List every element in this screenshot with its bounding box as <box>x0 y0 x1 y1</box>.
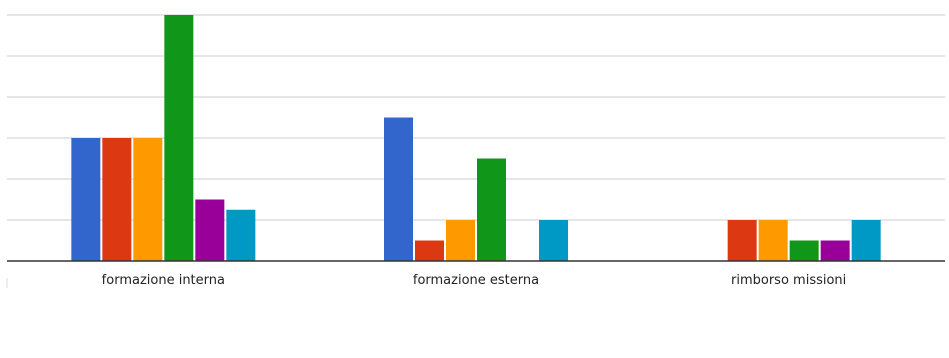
bar <box>446 220 475 261</box>
bar <box>226 209 256 261</box>
x-tick-label: rimborso missioni <box>731 273 846 288</box>
bar <box>727 220 757 261</box>
bar <box>477 158 506 261</box>
bar <box>851 220 881 261</box>
gridlines <box>7 14 945 221</box>
x-tick-label: formazione esterna <box>413 273 539 288</box>
bar <box>133 138 163 261</box>
bar <box>789 240 819 261</box>
bar <box>384 117 413 261</box>
x-axis-labels: formazione interna formazione esterna ri… <box>102 273 847 288</box>
bar <box>415 240 444 261</box>
x-tick-label: formazione interna <box>102 273 225 288</box>
bar <box>71 138 101 261</box>
bar <box>102 138 132 261</box>
bar <box>758 220 788 261</box>
bar <box>539 220 568 261</box>
bar <box>164 15 194 261</box>
bars <box>71 15 881 261</box>
bar <box>195 199 225 261</box>
bar <box>820 240 850 261</box>
